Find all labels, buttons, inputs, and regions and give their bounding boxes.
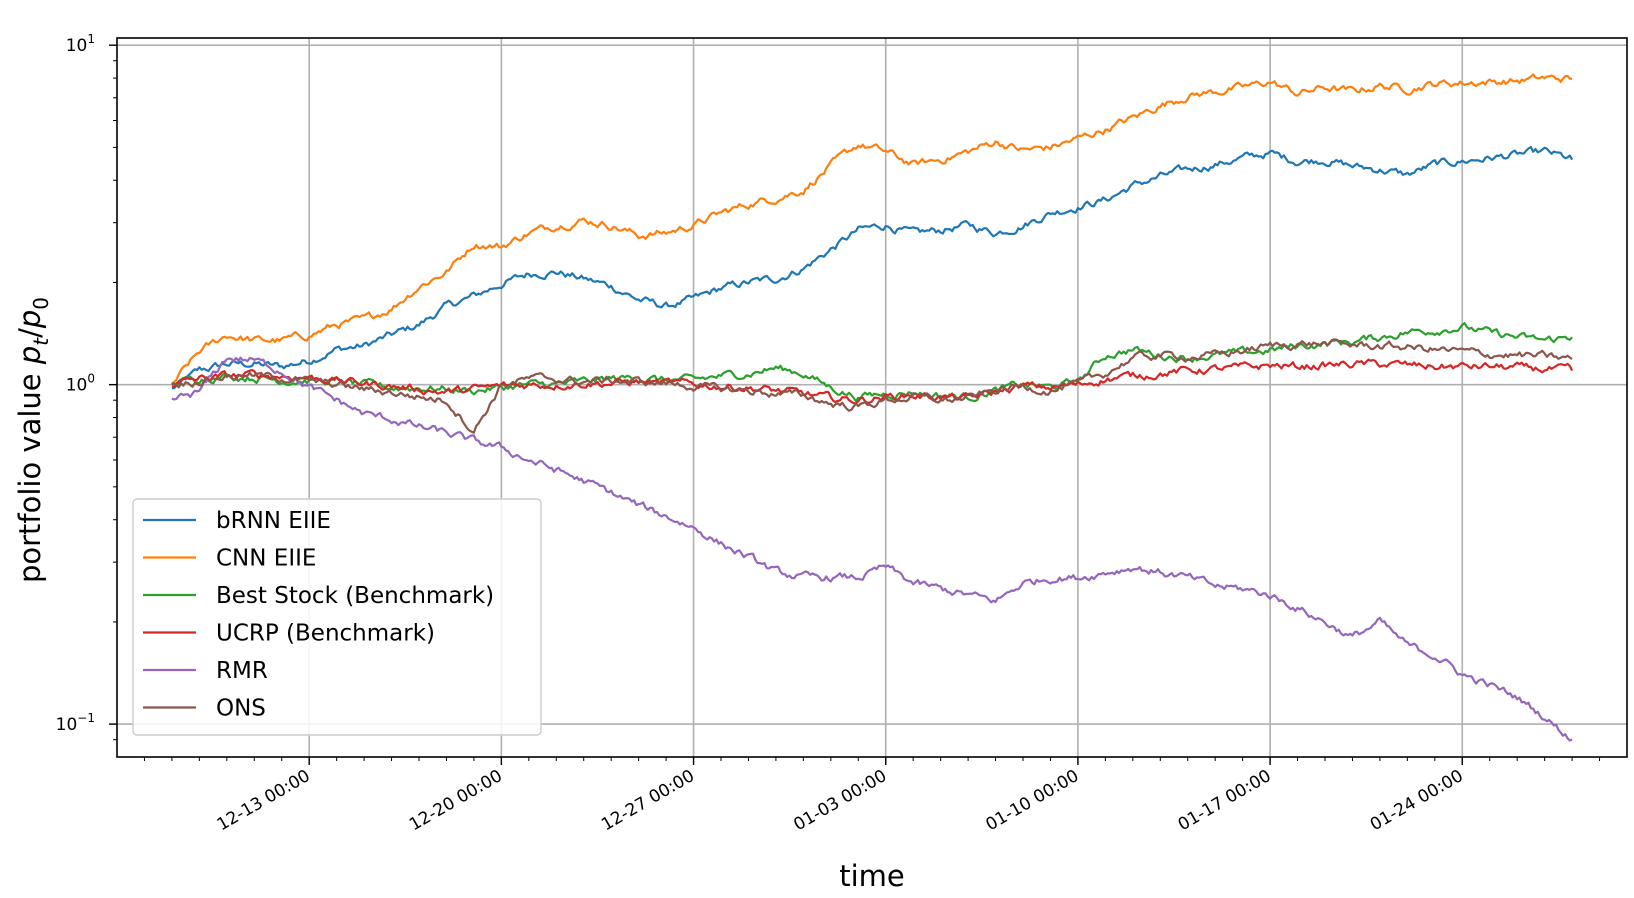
x-axis-title: time [839,859,905,893]
y-tick-base: 10 [56,715,78,735]
legend-entry-label: ONS [216,696,266,722]
y-axis-title: portfolio value pt/p0 [13,297,53,583]
y-tick-label: 100 [66,372,95,396]
y-tick-exponent: 1 [87,32,95,46]
series-line-3 [171,358,1574,405]
series-line-1 [171,73,1573,385]
y-tick-label: 10−1 [56,711,95,735]
legend-box [132,498,542,736]
y-tick-label: 101 [66,32,95,56]
series-line-4 [171,356,1573,742]
y-tick-exponent: −1 [77,711,95,725]
legend-entry-label: Best Stock (Benchmark) [216,583,494,609]
legend-entry-label: RMR [216,658,268,684]
plot-area-frame [116,37,1628,758]
legend-entry-label: CNN EIIE [216,546,316,572]
grid-lines [117,38,1627,757]
legend-entry-label: bRNN EIIE [216,508,331,534]
axis-ticks [109,44,1601,765]
y-tick-exponent: 0 [87,372,95,386]
series-lines [171,73,1574,742]
y-tick-base: 10 [66,376,88,396]
legend-entry-label: UCRP (Benchmark) [216,621,435,647]
legend: bRNN EIIE CNN EIIE Best Stock (Benchmark) U… [132,498,542,736]
series-line-0 [171,146,1574,390]
series-line-5 [171,338,1573,434]
y-tick-base: 10 [66,36,88,56]
